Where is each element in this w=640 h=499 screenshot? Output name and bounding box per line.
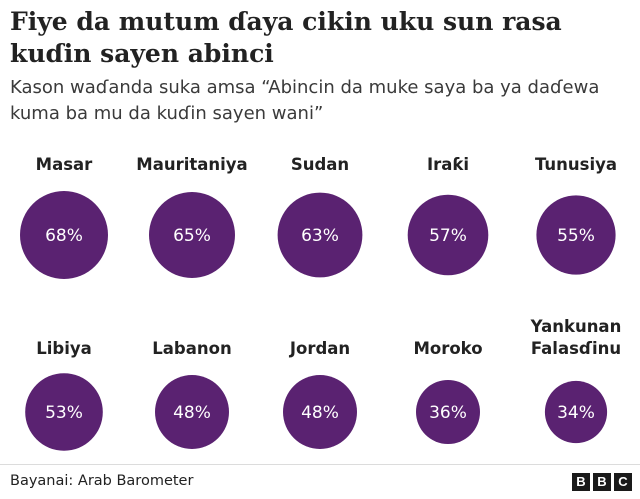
value-circle xyxy=(536,195,616,275)
source-note: Bayanai: Arab Barometer xyxy=(10,473,194,489)
country-label: Jordan xyxy=(289,339,350,358)
value-label: 48% xyxy=(301,403,339,423)
country-label: Iraƙi xyxy=(427,155,469,174)
value-label: 63% xyxy=(301,226,339,246)
value-label: 48% xyxy=(173,403,211,423)
country-label: Libiya xyxy=(36,339,92,358)
value-circle xyxy=(277,192,363,278)
value-circle xyxy=(283,375,357,449)
country-label: Masar xyxy=(36,155,94,174)
value-label: 34% xyxy=(557,403,595,423)
value-circle xyxy=(544,380,608,444)
country-label: Labanon xyxy=(152,339,231,358)
value-circle xyxy=(407,194,489,276)
bbc-logo: B B C xyxy=(572,473,632,491)
country-label: Tunusiya xyxy=(535,155,617,174)
value-label: 65% xyxy=(173,226,211,246)
chart-subtitle: Kason waɗanda suka amsa “Abincin da muke… xyxy=(10,77,600,124)
value-circle xyxy=(20,191,108,279)
country-label: Moroko xyxy=(413,339,482,358)
value-label: 68% xyxy=(45,226,83,246)
bbc-logo-block: C xyxy=(614,473,632,491)
bbc-logo-block: B xyxy=(572,473,590,491)
value-circle xyxy=(416,380,480,444)
value-label: 36% xyxy=(429,403,467,423)
value-label: 57% xyxy=(429,226,467,246)
country-label: Yankunan Falasɗinu xyxy=(530,317,622,358)
value-label: 53% xyxy=(45,403,83,423)
value-label: 55% xyxy=(557,226,595,246)
chart-title: Fiye da mutum ɗaya cikin uku sun rasa ku… xyxy=(10,7,562,68)
circle-chart: Masar 68% Mauritaniya 65% Sudan 63% Iraƙi 57% Tu… xyxy=(20,155,622,451)
country-label: Mauritaniya xyxy=(136,155,247,174)
value-circle xyxy=(149,192,235,278)
value-circle xyxy=(25,373,103,451)
bbc-logo-block: B xyxy=(593,473,611,491)
footer-divider xyxy=(0,464,640,465)
value-circle xyxy=(155,375,229,449)
country-label: Sudan xyxy=(291,155,349,174)
